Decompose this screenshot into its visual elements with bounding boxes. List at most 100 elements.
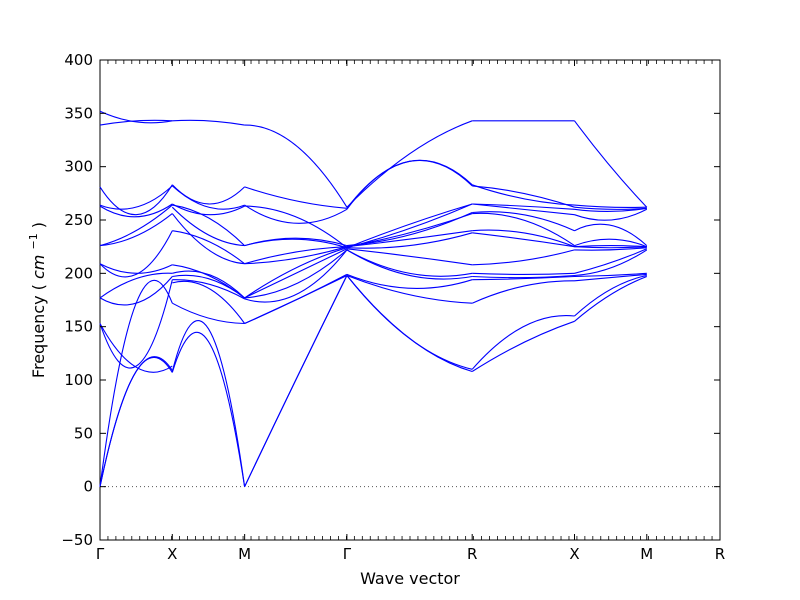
band-segment-3-4 xyxy=(346,249,473,280)
y-tick-label-9: 400 xyxy=(64,51,93,69)
band-segment-3-7 xyxy=(346,232,473,249)
band-segment-5-6 xyxy=(574,247,647,251)
x-minor-ticks xyxy=(107,60,713,540)
band-segment-0-1 xyxy=(99,356,173,487)
plot-area: −50 0 50 100 150 200 250 300 350 400 Γ X M Γ R X M R xyxy=(61,51,725,563)
band-segment-3-1 xyxy=(346,275,473,370)
band-segment-3-3 xyxy=(346,273,473,289)
band-segment-3-13 xyxy=(346,159,473,210)
band-lines xyxy=(99,110,648,487)
band-segment-0-15 xyxy=(99,110,173,124)
band-segment-2-7 xyxy=(244,247,348,299)
x-tick-label-1: X xyxy=(167,545,177,563)
x-tick-label-5: X xyxy=(569,545,579,563)
band-segment-5-4 xyxy=(574,249,648,277)
y-axis-title-text: Frequency xyxy=(29,295,48,378)
y-tick-label-8: 350 xyxy=(64,104,93,122)
band-segment-0-4 xyxy=(99,279,173,369)
x-tick-label-0: Γ xyxy=(96,545,105,563)
band-segment-3-6 xyxy=(346,248,473,266)
band-segment-4-11 xyxy=(472,203,575,216)
band-segment-4-1 xyxy=(471,315,575,370)
band-segment-5-8 xyxy=(574,245,647,248)
band-segment-4-6 xyxy=(472,249,575,266)
band-segment-4-9 xyxy=(472,212,575,247)
y-axis-unit-close: ) xyxy=(29,222,48,228)
band-segment-0-10 xyxy=(99,204,173,247)
band-segment-1-11 xyxy=(171,206,245,247)
band-segment-3-5 xyxy=(346,249,473,277)
x-tick-label-2: M xyxy=(238,545,251,563)
band-segment-5-3 xyxy=(574,272,647,278)
band-segment-0-3 xyxy=(99,323,173,373)
band-segment-4-7 xyxy=(472,232,575,248)
band-segment-4-14 xyxy=(472,184,575,206)
band-segment-0-9 xyxy=(99,213,173,247)
band-segment-5-9 xyxy=(574,238,648,248)
y-ticks: −50 0 50 100 150 200 250 300 350 400 xyxy=(61,51,720,549)
y-tick-label-4: 150 xyxy=(64,318,93,336)
y-axis-unit-base: cm xyxy=(29,255,48,279)
band-segment-1-8 xyxy=(172,230,245,265)
band-segment-2-11 xyxy=(244,238,348,249)
band-segment-0-13 xyxy=(99,184,173,216)
y-tick-label-2: 50 xyxy=(74,424,93,442)
band-segment-2-6 xyxy=(244,248,348,299)
band-segment-1-7 xyxy=(172,264,245,299)
band-segment-1-6 xyxy=(172,270,245,299)
band-segment-2-5 xyxy=(244,249,348,299)
band-segment-5-13 xyxy=(574,206,647,210)
band-segment-1-1 xyxy=(171,320,246,487)
y-tick-label-7: 300 xyxy=(64,158,93,176)
band-segment-2-4 xyxy=(244,249,348,303)
band-segment-5-15 xyxy=(574,120,648,208)
band-segment-4-5 xyxy=(472,272,575,275)
x-tick-label-6: M xyxy=(640,545,653,563)
x-tick-label-4: R xyxy=(467,545,477,563)
band-segment-0-7 xyxy=(99,263,173,274)
x-axis-title: Wave vector xyxy=(360,569,460,588)
band-segment-5-2 xyxy=(574,273,647,282)
band-segment-1-13 xyxy=(171,185,245,210)
band-segment-4-0 xyxy=(471,320,575,372)
band-segment-5-5 xyxy=(574,248,648,274)
band-segment-4-8 xyxy=(472,229,575,248)
band-segment-4-4 xyxy=(472,274,575,279)
band-segment-3-12 xyxy=(346,203,473,249)
y-axis-unit-exp: −1 xyxy=(27,233,40,249)
band-segment-4-13 xyxy=(472,185,575,208)
y-axis-title: Frequency ( cm −1 ) xyxy=(22,222,48,378)
y-tick-label-3: 100 xyxy=(64,371,93,389)
y-tick-label-6: 250 xyxy=(64,211,93,229)
band-segment-1-15 xyxy=(172,119,245,126)
band-segment-0-5 xyxy=(99,276,173,306)
band-segment-0-12 xyxy=(99,185,173,210)
band-segment-0-6 xyxy=(99,272,173,299)
band-segment-2-12 xyxy=(244,205,348,249)
band-segment-5-11 xyxy=(574,208,648,221)
band-segment-3-11 xyxy=(346,203,473,249)
band-segment-4-2 xyxy=(471,280,575,304)
band-segment-4-3 xyxy=(472,275,575,281)
band-segment-3-0 xyxy=(346,275,473,373)
band-segment-0-0 xyxy=(99,356,173,487)
band-segment-1-3 xyxy=(172,280,246,324)
band-segment-3-2 xyxy=(346,274,473,304)
band-segment-3-9 xyxy=(346,213,473,248)
band-segment-2-3 xyxy=(244,273,348,325)
band-segment-2-1 xyxy=(244,275,348,487)
x-tick-label-3: Γ xyxy=(343,545,352,563)
band-segment-1-5 xyxy=(172,274,245,299)
band-segment-0-8 xyxy=(99,230,173,278)
band-segment-4-12 xyxy=(472,203,575,210)
band-segment-1-4 xyxy=(172,279,245,300)
plot-frame xyxy=(99,59,721,541)
band-segment-4-10 xyxy=(472,211,575,232)
y-axis-unit-open: ( xyxy=(29,284,48,290)
band-segment-1-9 xyxy=(171,213,245,265)
x-tick-label-7: R xyxy=(715,545,725,563)
band-segment-0-11 xyxy=(99,203,173,218)
band-segment-3-14 xyxy=(346,159,473,209)
